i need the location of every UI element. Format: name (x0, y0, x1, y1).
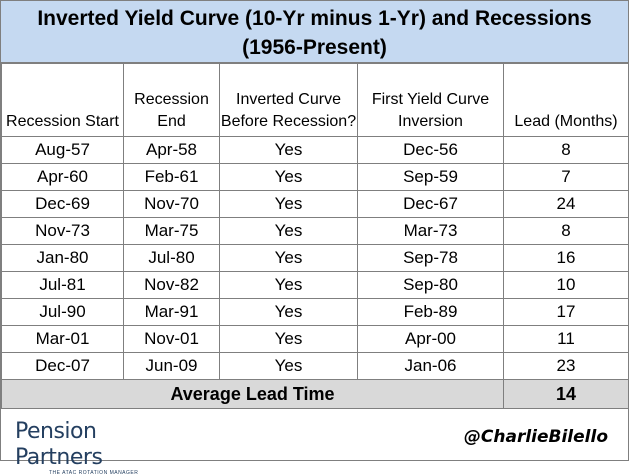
table-row: Apr-60 Feb-61 Yes Sep-59 7 (1, 163, 629, 191)
summary-value: 14 (503, 379, 629, 409)
column-header-inverted-curve: Inverted Curve Before Recession? (219, 63, 358, 137)
column-header-recession-end: Recession End (123, 63, 220, 137)
cell-inverted-curve: Yes (219, 190, 358, 218)
cell-lead-months: 8 (503, 136, 629, 164)
cell-first-inversion: Sep-59 (357, 163, 504, 191)
table-body: Aug-57 Apr-58 Yes Dec-56 8 Apr-60 Feb-61 Yes Sep… (1, 136, 629, 409)
logo-tagline: THE ATAC ROTATION MANAGER (49, 470, 139, 476)
cell-lead-months: 23 (503, 352, 629, 380)
cell-lead-months: 10 (503, 271, 629, 299)
title-line-2: (1956-Present) (242, 36, 387, 59)
cell-recession-start: Aug-57 (1, 136, 124, 164)
table-row: Aug-57 Apr-58 Yes Dec-56 8 (1, 136, 629, 164)
cell-recession-start: Jul-90 (1, 298, 124, 326)
table-row: Dec-69 Nov-70 Yes Dec-67 24 (1, 190, 629, 218)
cell-recession-end: Nov-01 (123, 325, 220, 353)
column-header-recession-start: Recession Start (1, 63, 124, 137)
table-row: Jan-80 Jul-80 Yes Sep-78 16 (1, 244, 629, 272)
cell-recession-start: Mar-01 (1, 325, 124, 353)
cell-lead-months: 8 (503, 217, 629, 245)
cell-first-inversion: Feb-89 (357, 298, 504, 326)
recession-table: Recession Start Recession End Inverted C… (1, 63, 629, 409)
cell-recession-start: Jul-81 (1, 271, 124, 299)
cell-inverted-curve: Yes (219, 298, 358, 326)
cell-inverted-curve: Yes (219, 244, 358, 272)
cell-recession-end: Feb-61 (123, 163, 220, 191)
cell-recession-end: Mar-91 (123, 298, 220, 326)
title-line-1: Inverted Yield Curve (10-Yr minus 1-Yr) … (37, 7, 592, 30)
cell-inverted-curve: Yes (219, 217, 358, 245)
pension-partners-logo: Pension Partners THE ATAC ROTATION MANAG… (15, 419, 187, 476)
logo-text: Pension Partners (15, 419, 103, 470)
cell-lead-months: 17 (503, 298, 629, 326)
summary-label: Average Lead Time (1, 379, 504, 409)
cell-recession-start: Dec-07 (1, 352, 124, 380)
cell-inverted-curve: Yes (219, 271, 358, 299)
twitter-handle: @CharlieBilello (463, 427, 608, 447)
cell-recession-start: Jan-80 (1, 244, 124, 272)
cell-recession-end: Nov-82 (123, 271, 220, 299)
table-row: Jul-81 Nov-82 Yes Sep-80 10 (1, 271, 629, 299)
header-row: Recession Start Recession End Inverted C… (1, 63, 629, 137)
cell-recession-end: Mar-75 (123, 217, 220, 245)
cell-lead-months: 11 (503, 325, 629, 353)
cell-inverted-curve: Yes (219, 136, 358, 164)
cell-first-inversion: Dec-67 (357, 190, 504, 218)
table-title: Inverted Yield Curve (10-Yr minus 1-Yr) … (1, 1, 628, 63)
cell-recession-start: Nov-73 (1, 217, 124, 245)
cell-inverted-curve: Yes (219, 325, 358, 353)
cell-inverted-curve: Yes (219, 352, 358, 380)
table-row: Mar-01 Nov-01 Yes Apr-00 11 (1, 325, 629, 353)
column-header-first-inversion: First Yield Curve Inversion (357, 63, 504, 137)
cell-recession-start: Dec-69 (1, 190, 124, 218)
cell-recession-end: Nov-70 (123, 190, 220, 218)
cell-first-inversion: Mar-73 (357, 217, 504, 245)
cell-lead-months: 24 (503, 190, 629, 218)
column-header-lead-months: Lead (Months) (503, 63, 629, 137)
cell-first-inversion: Sep-78 (357, 244, 504, 272)
cell-recession-end: Jun-09 (123, 352, 220, 380)
table-row: Jul-90 Mar-91 Yes Feb-89 17 (1, 298, 629, 326)
summary-row: Average Lead Time 14 (1, 379, 629, 409)
cell-first-inversion: Dec-56 (357, 136, 504, 164)
footer: Pension Partners THE ATAC ROTATION MANAG… (1, 413, 628, 476)
cell-recession-start: Apr-60 (1, 163, 124, 191)
cell-recession-end: Apr-58 (123, 136, 220, 164)
table-row: Dec-07 Jun-09 Yes Jan-06 23 (1, 352, 629, 380)
cell-inverted-curve: Yes (219, 163, 358, 191)
cell-lead-months: 7 (503, 163, 629, 191)
table-row: Nov-73 Mar-75 Yes Mar-73 8 (1, 217, 629, 245)
cell-lead-months: 16 (503, 244, 629, 272)
cell-first-inversion: Apr-00 (357, 325, 504, 353)
cell-first-inversion: Jan-06 (357, 352, 504, 380)
cell-recession-end: Jul-80 (123, 244, 220, 272)
cell-first-inversion: Sep-80 (357, 271, 504, 299)
